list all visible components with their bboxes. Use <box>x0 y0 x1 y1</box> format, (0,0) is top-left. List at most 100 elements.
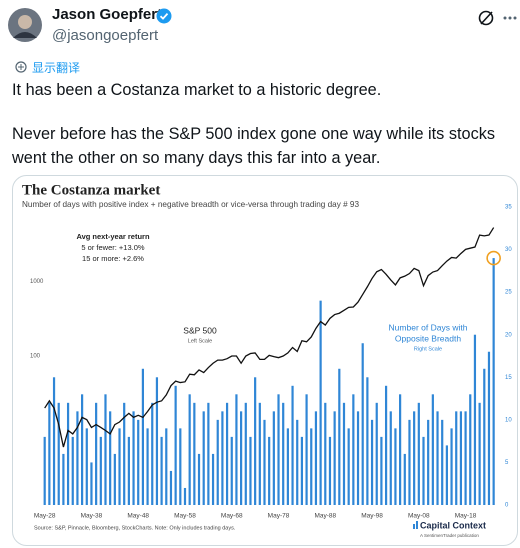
highlight-circle <box>486 250 501 266</box>
bar <box>146 428 149 505</box>
y2-tick-label: 20 <box>505 332 512 338</box>
y2-tick-label: 5 <box>505 460 509 466</box>
x-tick-label: May-08 <box>408 513 430 520</box>
x-tick-label: May-48 <box>127 513 149 520</box>
bar <box>127 436 130 505</box>
bar <box>137 419 140 505</box>
bar <box>455 411 458 505</box>
bar <box>95 402 98 505</box>
avatar[interactable] <box>8 8 42 42</box>
brand: Capital Context <box>420 520 486 530</box>
author-handle[interactable]: @jasongoepfert <box>52 27 159 44</box>
bar <box>422 436 425 505</box>
chart-subtitle: Number of days with positive index + neg… <box>22 200 359 209</box>
y2-tick-label: 15 <box>505 375 512 381</box>
chart[interactable]: The Costanza market Number of days with … <box>12 175 518 546</box>
paragraph: Never before has the S&P 500 index gone … <box>12 125 495 167</box>
bar <box>225 402 229 505</box>
bar <box>211 453 215 505</box>
y2-tick-label: 25 <box>505 290 512 296</box>
bar <box>408 419 411 505</box>
bar <box>174 385 177 505</box>
bar <box>445 445 448 505</box>
bar <box>413 411 416 505</box>
bar <box>221 411 224 505</box>
x-tick-label: May-68 <box>221 513 243 520</box>
x-tick-label: May-78 <box>268 513 290 520</box>
bar <box>384 385 388 505</box>
series-label: Right Scale <box>414 346 442 352</box>
bar <box>160 436 163 505</box>
tweet-text: It has been a Costanza market to a histo… <box>12 78 518 190</box>
x-tick-label: May-58 <box>174 513 196 520</box>
brand-sub: A SentimenTrader publication <box>420 533 479 538</box>
bar <box>314 411 318 505</box>
annotation: 5 or fewer: +13.0% <box>81 243 144 252</box>
bar <box>48 402 51 505</box>
bar <box>52 377 56 505</box>
bar <box>141 368 145 505</box>
bar <box>296 419 299 505</box>
chart-title: The Costanza market <box>22 182 160 198</box>
bar <box>370 419 374 505</box>
bar <box>258 402 261 505</box>
bar <box>90 462 93 505</box>
paragraph: It has been a Costanza market to a histo… <box>12 81 382 99</box>
bar <box>188 394 191 505</box>
bar <box>235 394 238 505</box>
series-label: Left Scale <box>188 338 212 344</box>
bar <box>263 419 266 505</box>
bar <box>389 411 392 505</box>
bar <box>81 394 84 505</box>
bar <box>272 411 275 505</box>
bar <box>352 394 355 505</box>
x-tick-label: May-98 <box>361 513 383 520</box>
bar <box>291 385 294 505</box>
logo-icon <box>413 524 415 529</box>
bar <box>43 436 46 505</box>
bar <box>310 428 313 505</box>
bar <box>113 453 116 505</box>
bar <box>375 402 378 505</box>
bar <box>197 453 201 505</box>
bar <box>268 436 271 505</box>
translate-link[interactable]: 显示翻译 <box>32 61 81 75</box>
bar <box>417 402 420 505</box>
bar <box>66 402 70 505</box>
verified-badge <box>156 8 172 24</box>
bar <box>207 402 210 505</box>
bar <box>319 300 322 505</box>
bar <box>230 436 233 505</box>
bar <box>469 394 472 505</box>
bar <box>478 402 481 505</box>
bar <box>71 436 74 505</box>
bar <box>123 402 126 505</box>
bar <box>193 402 196 505</box>
bar <box>286 428 289 505</box>
x-tick-label: May-88 <box>314 513 336 520</box>
y2-tick-label: 10 <box>505 417 512 423</box>
bar <box>436 411 439 505</box>
y-tick-label: 100 <box>30 354 41 360</box>
author-name[interactable]: Jason Goepfert <box>52 6 163 23</box>
bar <box>169 470 173 505</box>
bar <box>216 419 219 505</box>
bar <box>324 402 327 505</box>
bar <box>57 402 60 505</box>
bar <box>338 368 341 505</box>
tweet-icons[interactable] <box>478 8 518 28</box>
bar <box>62 453 65 505</box>
bar <box>450 428 453 505</box>
bar <box>118 428 121 505</box>
y2-tick-label: 35 <box>505 205 512 211</box>
bar <box>427 419 430 505</box>
bar <box>342 402 346 505</box>
bar <box>183 487 187 505</box>
x-tick-label: May-38 <box>81 513 103 520</box>
bar <box>244 402 247 505</box>
y2-tick-label: 0 <box>505 503 509 509</box>
bar <box>487 351 491 505</box>
bar <box>155 377 159 505</box>
bar <box>99 436 102 505</box>
